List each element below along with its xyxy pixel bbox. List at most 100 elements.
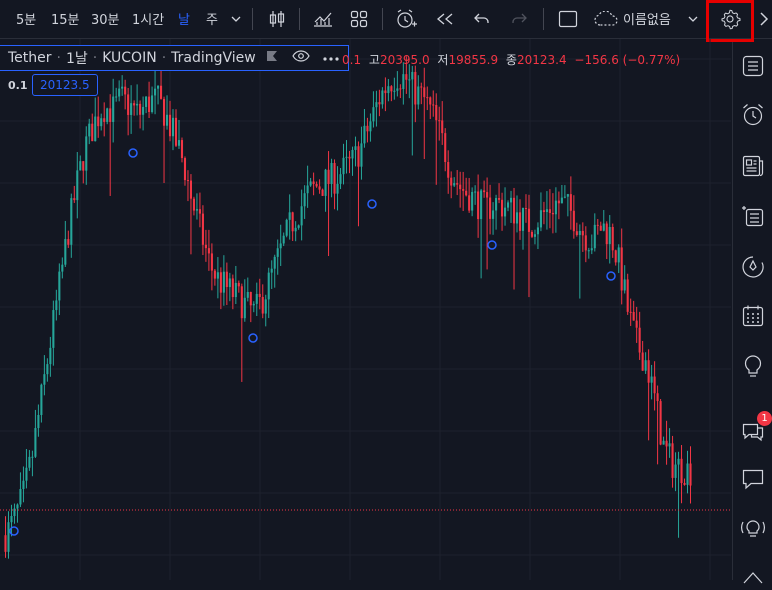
candle (542, 201, 545, 225)
candle (623, 265, 626, 294)
toolbar-divider (543, 8, 544, 30)
timeframe-week[interactable]: 주 (206, 13, 218, 28)
alarm-clock-icon[interactable] (739, 101, 767, 129)
eye-icon[interactable] (292, 50, 310, 66)
candle (429, 96, 432, 120)
candle (587, 247, 590, 259)
timeframe-dropdown-icon[interactable] (226, 6, 246, 32)
candle (683, 478, 686, 486)
alert-add-icon[interactable] (393, 6, 419, 32)
candle (22, 466, 25, 503)
candle (363, 109, 366, 148)
indicator-value[interactable]: 20123.5 (32, 74, 98, 96)
event-marker (248, 333, 258, 343)
candle (647, 349, 650, 441)
candle (165, 95, 169, 130)
collapse-panel-chevron-icon[interactable] (756, 9, 772, 29)
candle (127, 87, 130, 136)
candle (498, 183, 501, 204)
candle (566, 193, 569, 217)
candle (548, 189, 551, 229)
candle (402, 62, 405, 105)
messages-icon[interactable] (739, 465, 767, 493)
candle (52, 300, 55, 366)
candle (381, 87, 384, 109)
watchlist-icon[interactable] (739, 52, 767, 80)
timeframe-15m[interactable]: 15분 (51, 13, 80, 28)
candle (689, 446, 692, 504)
calendar-icon[interactable] (739, 302, 767, 330)
fullscreen-icon[interactable] (555, 6, 581, 32)
candle (231, 274, 234, 310)
candle (360, 126, 363, 180)
candle (533, 229, 537, 245)
hotlist-icon[interactable] (739, 253, 767, 281)
candle (420, 82, 423, 105)
candle (447, 150, 450, 194)
symbol-legend[interactable]: Tether · 1날 · KUCOIN · TradingView (0, 45, 349, 71)
candle (650, 364, 653, 400)
ideas-lightbulb-icon[interactable] (739, 352, 767, 380)
candle (100, 113, 103, 131)
replay-icon[interactable] (432, 6, 458, 32)
candle (611, 223, 614, 258)
symbol-exchange: KUCOIN (102, 50, 157, 66)
redo-icon[interactable] (506, 6, 532, 32)
candle (159, 67, 163, 100)
candle (88, 118, 91, 145)
candle (557, 191, 560, 220)
indicators-icon[interactable] (310, 6, 336, 32)
candle (43, 355, 46, 396)
timeframe-30m[interactable]: 30분 (91, 13, 120, 28)
candle (55, 289, 58, 321)
candle (456, 170, 459, 196)
candle (210, 243, 213, 291)
candle (336, 166, 339, 211)
candle (593, 213, 596, 252)
candle (189, 174, 193, 255)
candle (480, 188, 483, 279)
templates-icon[interactable] (346, 6, 372, 32)
event-marker (367, 199, 377, 209)
candle (617, 244, 620, 274)
candle (106, 107, 109, 125)
candle (183, 156, 187, 186)
candle (37, 404, 40, 437)
news-icon[interactable] (739, 152, 767, 180)
timeframe-5m[interactable]: 5분 (16, 13, 37, 28)
candle (136, 84, 139, 116)
candle (195, 193, 198, 220)
candle (345, 140, 348, 174)
price-chart[interactable] (0, 39, 731, 580)
layout-name[interactable]: 이름없음 (623, 13, 671, 28)
candle (198, 192, 201, 228)
candle (471, 187, 474, 217)
candle (112, 78, 115, 143)
more-sidebar-icon[interactable] (739, 562, 767, 590)
candle (590, 234, 593, 255)
candle (219, 267, 222, 310)
candles-chart-type-icon[interactable] (264, 6, 290, 32)
candle (234, 265, 237, 305)
flag-icon[interactable] (266, 50, 278, 66)
candle (432, 90, 435, 117)
more-options-icon[interactable] (322, 50, 340, 66)
candle (28, 450, 31, 471)
candle (602, 210, 605, 232)
layout-dropdown-icon[interactable] (683, 6, 703, 32)
timeframe-day[interactable]: 날 (178, 13, 190, 28)
toolbar-divider (299, 8, 300, 30)
cloud-save-icon[interactable] (592, 6, 620, 32)
candle (614, 249, 617, 266)
candle (76, 152, 79, 219)
data-window-icon[interactable] (739, 202, 767, 230)
chat-icon[interactable] (739, 417, 767, 445)
streams-icon[interactable] (739, 514, 767, 542)
candle (303, 185, 306, 219)
settings-button[interactable] (706, 0, 754, 42)
undo-icon[interactable] (469, 6, 495, 32)
low-value: 19855.9 (448, 53, 499, 67)
candle (324, 168, 327, 212)
timeframe-1h[interactable]: 1시간 (132, 13, 165, 28)
candle (58, 263, 61, 316)
